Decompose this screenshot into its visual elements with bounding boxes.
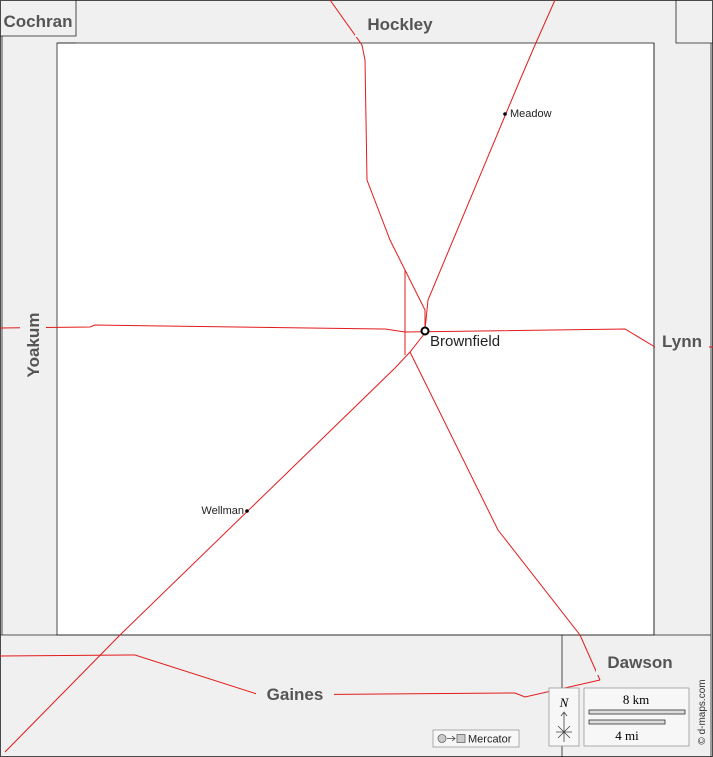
label-bg	[355, 11, 445, 37]
label-bg	[596, 649, 686, 675]
scale-box	[583, 687, 690, 747]
label-bg	[2, 8, 74, 34]
north-label: N	[559, 695, 570, 710]
county-label: Cochran	[4, 12, 73, 31]
square-icon	[456, 734, 466, 743]
scale-km: 8 km	[623, 692, 649, 707]
scale-bar: 8 km 4 mi	[583, 687, 690, 747]
county-label: Dawson	[607, 653, 672, 672]
projection-label: Mercator	[468, 734, 512, 746]
town-marker	[503, 112, 507, 116]
km-bar	[588, 709, 686, 715]
county-labels: Cochran Hockley Yoakum Lynn Gaines Dawso…	[2, 8, 709, 707]
label-bg	[20, 300, 46, 390]
county-label: Gaines	[267, 685, 324, 704]
county-label: Hockley	[367, 15, 433, 34]
county-label: Lynn	[662, 332, 702, 351]
arrow-icon	[447, 735, 456, 742]
north-arrow: N	[548, 687, 580, 747]
town-label: Brownfield	[430, 333, 500, 350]
label-bg	[655, 328, 709, 354]
mi-bar	[588, 719, 666, 725]
city-marker	[420, 326, 430, 336]
town-label: Wellman	[201, 505, 244, 517]
county-label: Yoakum	[24, 313, 43, 378]
globe-icon	[437, 734, 447, 743]
town-marker	[245, 509, 249, 513]
projection: Mercator	[432, 729, 520, 748]
compass	[556, 711, 572, 742]
terry-county	[56, 42, 655, 636]
projection-box	[432, 729, 520, 748]
credit: © d-maps.com	[697, 679, 708, 744]
label-bg	[256, 681, 334, 707]
towns: Brownfield Meadow Wellman	[201, 108, 551, 517]
scale-mi: 4 mi	[615, 728, 639, 743]
town-label: Meadow	[510, 108, 552, 120]
